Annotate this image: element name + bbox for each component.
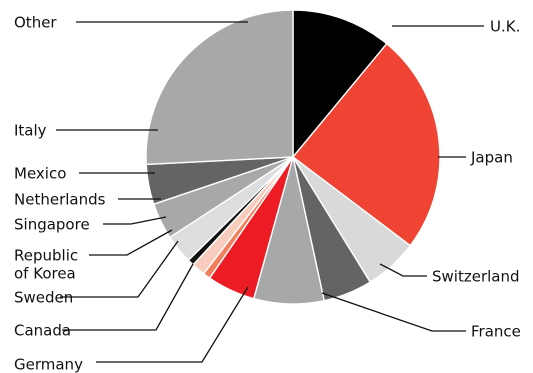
- leader-line-switzerland: [379, 263, 427, 277]
- leader-line-france: [321, 292, 466, 332]
- leader-line-germany: [96, 286, 249, 363]
- slice-label-mexico: Mexico: [14, 164, 66, 182]
- leader-line-singapore: [103, 216, 167, 225]
- slice-label-other: Other: [14, 13, 57, 31]
- slice-label-singapore: Singapore: [14, 215, 90, 233]
- slice-label-france: France: [471, 322, 521, 340]
- pie-slices: [145, 9, 441, 305]
- leader-line-sweden: [60, 240, 179, 298]
- leader-lines: [56, 21, 484, 363]
- leader-line-canada: [62, 263, 194, 331]
- pie-slice-japan: [291, 42, 441, 247]
- slice-labels: U.K. Japan Switzerland France Germany Canada S…: [14, 13, 521, 373]
- slice-label-italy: Italy: [14, 121, 47, 139]
- pie-slice-u-k: [292, 9, 388, 159]
- slice-label-u-k: U.K.: [490, 17, 520, 35]
- slice-label-germany: Germany: [14, 355, 83, 373]
- slice-label-netherlands: Netherlands: [14, 190, 106, 208]
- slice-label-sweden: Sweden: [14, 288, 73, 306]
- slice-label-japan: Japan: [470, 148, 513, 166]
- pie-slice-other: [145, 9, 294, 166]
- slice-label-switzerland: Switzerland: [432, 267, 520, 285]
- leader-line-republic-of-korea: [89, 229, 173, 256]
- slice-label-republic-of-korea-line1: Republic: [14, 246, 78, 264]
- slice-label-canada: Canada: [14, 321, 71, 339]
- slice-label-republic-of-korea-line2: of Korea: [14, 264, 76, 282]
